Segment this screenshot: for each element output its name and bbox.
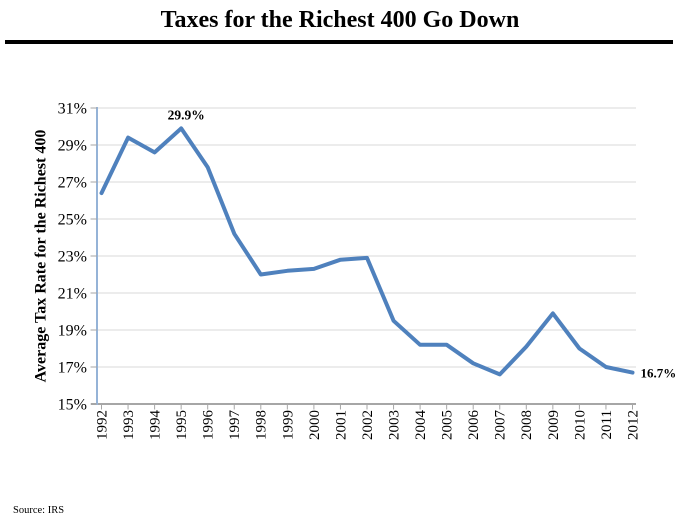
x-tick-label: 1997: [227, 410, 243, 441]
y-tick-label: 17%: [58, 360, 87, 377]
source-note: Source: IRS: [13, 505, 65, 516]
x-tick-label: 1999: [280, 410, 296, 440]
y-tick-label: 23%: [58, 249, 87, 266]
x-tick-label: 2004: [413, 410, 429, 441]
peak-value-annotation: 29.9%: [168, 107, 205, 122]
y-tick-label: 25%: [58, 212, 87, 229]
tick-marks: [90, 107, 633, 410]
x-tick-label: 2005: [440, 410, 456, 440]
x-tick-label: 1995: [174, 410, 190, 440]
y-axis-title: Average Tax Rate for the Richest 400: [32, 130, 49, 383]
x-tick-label: 2002: [360, 410, 376, 440]
y-tick-label: 21%: [58, 286, 87, 303]
x-tick-label: 2000: [307, 410, 323, 440]
x-tick-label: 2001: [333, 410, 349, 440]
chart-title: Taxes for the Richest 400 Go Down: [160, 7, 520, 33]
x-tick-label: 1994: [148, 410, 164, 441]
x-tick-label: 1996: [201, 410, 217, 441]
end-value-annotation: 16.7%: [641, 366, 677, 381]
x-tick-label: 2010: [572, 410, 588, 440]
x-tick-label: 1993: [121, 410, 137, 440]
x-tick-label: 2011: [599, 410, 615, 439]
x-tick-label: 2003: [387, 410, 403, 440]
y-tick-label: 19%: [58, 323, 87, 340]
y-tick-label: 29%: [58, 138, 87, 155]
x-tick-labels: 1992 1993 1994 1995 1996 1997 1998 1999 2000 2001…: [94, 410, 641, 441]
y-tick-label: 15%: [58, 397, 87, 414]
title-rule: [5, 40, 673, 44]
y-tick-label: 31%: [58, 101, 87, 118]
x-tick-label: 2009: [546, 410, 562, 440]
y-tick-label: 27%: [58, 175, 87, 192]
x-tick-label: 1992: [94, 410, 110, 440]
x-tick-label: 2012: [625, 410, 641, 440]
y-tick-labels: 15% 17% 19% 21% 23% 25% 27% 29% 31%: [58, 101, 87, 414]
tax-rate-series-line: [99, 126, 635, 377]
gridlines: [97, 107, 636, 368]
x-tick-label: 1998: [254, 410, 270, 440]
x-tick-label: 2006: [466, 410, 482, 441]
x-tick-label: 2007: [493, 410, 509, 441]
x-tick-label: 2008: [519, 410, 535, 440]
